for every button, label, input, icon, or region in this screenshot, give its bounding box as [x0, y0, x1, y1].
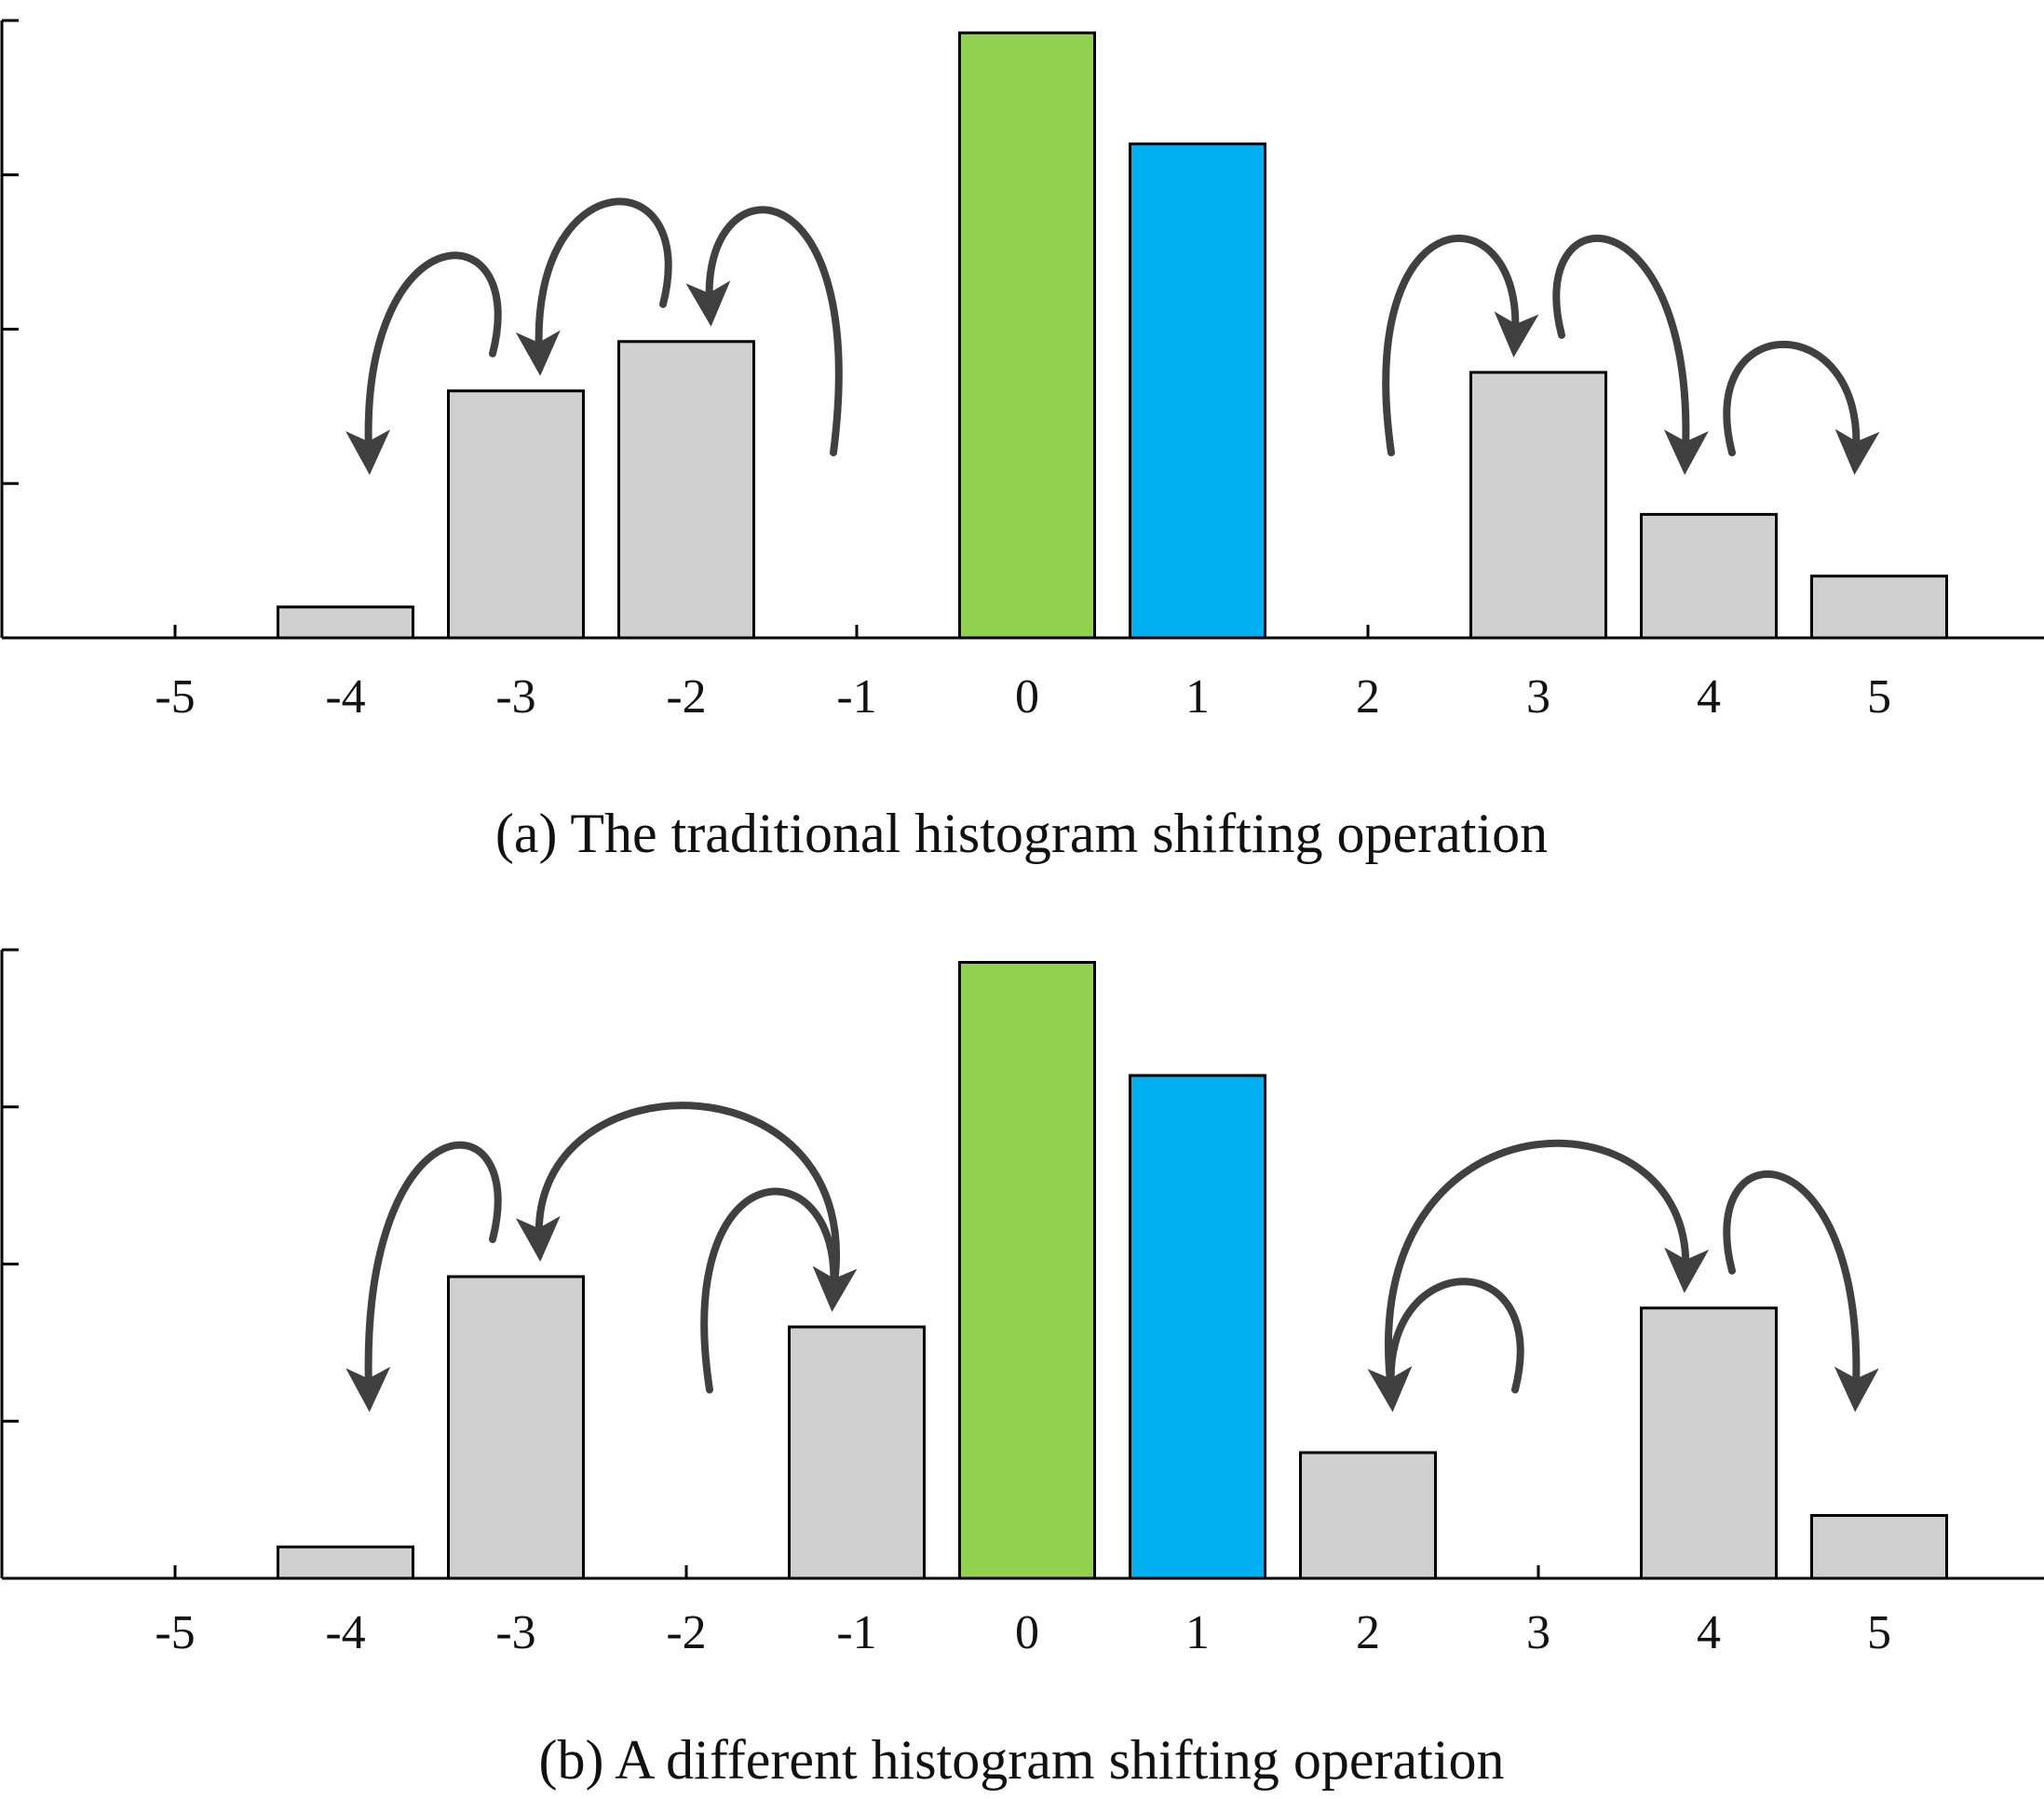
bar-3: [1469, 371, 1607, 640]
bar-neg4: [277, 605, 414, 640]
bar-5: [1810, 1514, 1948, 1580]
panel-caption: (b) A different histogram shifting opera…: [538, 1729, 1504, 1791]
x-tick-label: -2: [666, 1606, 706, 1659]
x-tick-label: 5: [1867, 670, 1891, 724]
shift-arrow: [345, 251, 502, 476]
bar-1: [1129, 142, 1266, 640]
x-tick-label: 5: [1867, 1606, 1891, 1659]
x-tick-label: 3: [1526, 670, 1550, 724]
x-tick-label: -1: [836, 670, 876, 724]
shift-arrow: [515, 1102, 840, 1293]
shift-arrow: [1382, 235, 1539, 457]
bar-0: [958, 31, 1096, 640]
shift-arrow: [1385, 1139, 1710, 1394]
x-tick-label: -1: [836, 1606, 876, 1659]
x-tick-label: -3: [495, 670, 535, 724]
bar-neg2: [617, 340, 755, 640]
x-tick-label: 3: [1526, 1606, 1550, 1659]
panel-caption: (a) The traditional histogram shifting o…: [495, 803, 1548, 864]
bar-0: [958, 961, 1096, 1580]
shift-arrow: [345, 1141, 502, 1413]
x-tick-label: 1: [1185, 1606, 1210, 1659]
x-tick-label: 4: [1697, 1606, 1721, 1659]
shift-arrow: [1723, 341, 1880, 476]
x-tick-label: 0: [1015, 670, 1039, 724]
x-tick-label: -2: [666, 670, 706, 724]
bar-neg3: [447, 389, 585, 640]
bar-5: [1810, 575, 1948, 640]
x-tick-label: -5: [155, 670, 195, 724]
shift-arrow: [515, 197, 672, 376]
shift-arrow: [1367, 1278, 1524, 1413]
x-tick-label: 1: [1185, 670, 1210, 724]
bar-2: [1299, 1451, 1437, 1580]
bar-neg3: [447, 1275, 585, 1580]
shift-arrow: [1552, 235, 1709, 476]
shift-arrow: [685, 206, 843, 457]
x-tick-label: 2: [1356, 1606, 1380, 1659]
x-tick-label: 0: [1015, 1606, 1039, 1659]
x-tick-label: -4: [325, 1606, 365, 1659]
shift-arrow: [700, 1187, 858, 1394]
x-tick-label: -4: [325, 670, 365, 724]
bar-1: [1129, 1074, 1266, 1580]
bar-4: [1640, 1306, 1778, 1580]
x-tick-label: -5: [155, 1606, 195, 1659]
panel-a: -5 -4 -3 -2 -1 0 1 2 3 4 5 (a) The traditional hist…: [0, 19, 2044, 864]
x-tick-label: 4: [1697, 670, 1721, 724]
shift-arrow: [1723, 1170, 1879, 1413]
x-tick-label: -3: [495, 1606, 535, 1659]
bar-4: [1640, 512, 1778, 640]
x-tick-label: 2: [1356, 670, 1380, 724]
bar-neg1: [788, 1325, 926, 1580]
bar-neg4: [277, 1545, 414, 1580]
panel-b: -5 -4 -3 -2 -1 0 1 2 3 4 5 (b) A different histogra…: [0, 948, 2044, 1791]
